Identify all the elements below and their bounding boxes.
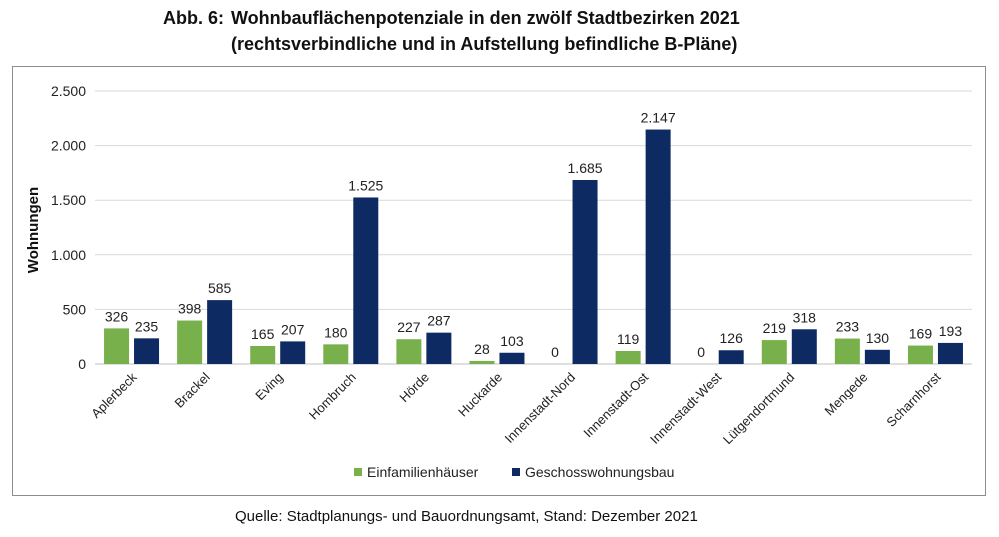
bar-geschosswohnungsbau <box>937 342 963 364</box>
x-tick-label: Huckarde <box>455 370 505 420</box>
x-tick-label: Innenstadt-Ost <box>580 369 651 440</box>
bar-einfamilienhaeuser <box>834 338 860 364</box>
x-tick-label: Aplerbeck <box>88 369 140 421</box>
bar-einfamilienhaeuser <box>104 328 130 364</box>
data-label: 130 <box>866 330 890 346</box>
bar-einfamilienhaeuser <box>907 345 933 364</box>
legend-label-einfamilienhaeuser: Einfamilienhäuser <box>367 464 479 480</box>
data-label: 1.685 <box>568 160 603 176</box>
x-tick-label: Mengede <box>822 370 871 419</box>
data-label: 287 <box>427 313 451 329</box>
data-label: 169 <box>909 326 933 342</box>
data-label: 1.525 <box>348 177 383 193</box>
data-label: 227 <box>397 319 421 335</box>
chart-frame <box>12 66 986 496</box>
bars <box>104 129 963 364</box>
y-tick-label: 500 <box>63 301 87 317</box>
bar-geschosswohnungsbau <box>280 341 306 364</box>
y-tick-label: 1.500 <box>51 192 86 208</box>
x-tick-label: Hörde <box>396 370 432 406</box>
data-labels: 326 235 398 585 165 207 180 1.525 227 287 28 103 0 1.… <box>105 110 962 360</box>
data-label: 0 <box>697 344 705 360</box>
figure-number: Abb. 6: <box>163 8 224 28</box>
legend-swatch-geschosswohnungsbau <box>512 468 520 476</box>
y-tick-label: 2.500 <box>51 83 86 99</box>
x-tick-label: Innenstadt-West <box>647 369 725 447</box>
source-note: Quelle: Stadtplanungs- und Bauordnungsam… <box>235 508 698 525</box>
x-tick-label: Eving <box>252 370 286 404</box>
x-tick-label: Brackel <box>171 369 212 410</box>
data-label: 318 <box>793 309 817 325</box>
bar-geschosswohnungsbau <box>791 329 817 364</box>
x-tick-label: Lütgendortmund <box>720 370 798 448</box>
y-axis-ticks: 0 500 1.000 1.500 2.000 2.500 <box>51 83 86 372</box>
bar-geschosswohnungsbau <box>864 349 890 364</box>
chart-subtitle: (rechtsverbindliche und in Aufstellung b… <box>231 34 738 54</box>
data-label: 126 <box>720 330 744 346</box>
chart-title: Wohnbauflächenpotenziale in den zwölf St… <box>231 8 740 28</box>
gridlines <box>95 90 972 365</box>
bar-einfamilienhaeuser <box>396 339 422 364</box>
legend-swatch-einfamilienhaeuser <box>354 468 362 476</box>
data-label: 0 <box>551 344 559 360</box>
bar-einfamilienhaeuser <box>323 344 349 364</box>
legend: Einfamilienhäuser Geschosswohnungsbau <box>354 464 674 480</box>
bar-geschosswohnungsbau <box>134 338 160 364</box>
x-tick-label: Innenstadt-Nord <box>502 370 579 447</box>
bar-einfamilienhaeuser <box>761 340 787 364</box>
y-tick-label: 0 <box>78 356 86 372</box>
x-tick-label: Hombruch <box>306 370 359 423</box>
bar-geschosswohnungsbau <box>426 332 452 364</box>
data-label: 326 <box>105 308 129 324</box>
data-label: 219 <box>763 320 787 336</box>
data-label: 585 <box>208 280 232 296</box>
x-axis-ticks: Aplerbeck Brackel Eving Hombruch Hörde Huckar… <box>88 369 944 447</box>
data-label: 398 <box>178 301 202 317</box>
bar-geschosswohnungsbau <box>499 352 525 364</box>
x-tick-label: Scharnhorst <box>883 369 943 429</box>
data-label: 2.147 <box>641 110 676 126</box>
data-label: 193 <box>939 323 963 339</box>
data-label: 103 <box>500 333 524 349</box>
data-label: 233 <box>836 319 860 335</box>
bar-geschosswohnungsbau <box>353 197 379 364</box>
data-label: 119 <box>617 331 640 347</box>
data-label: 207 <box>281 321 305 337</box>
bar-geschosswohnungsbau <box>645 129 671 364</box>
y-tick-label: 1.000 <box>51 247 86 263</box>
bar-einfamilienhaeuser <box>615 351 641 364</box>
data-label: 180 <box>324 324 348 340</box>
data-label: 28 <box>474 341 490 357</box>
bar-geschosswohnungsbau <box>207 300 233 364</box>
data-label: 165 <box>251 326 275 342</box>
bar-einfamilienhaeuser <box>250 345 276 364</box>
y-tick-label: 2.000 <box>51 138 86 154</box>
legend-label-geschosswohnungsbau: Geschosswohnungsbau <box>525 464 674 480</box>
bar-geschosswohnungsbau <box>718 350 744 364</box>
bar-einfamilienhaeuser <box>177 320 203 364</box>
data-label: 235 <box>135 318 159 334</box>
y-axis-label: Wohnungen <box>25 187 42 273</box>
bar-geschosswohnungsbau <box>572 179 598 364</box>
bar-einfamilienhaeuser <box>469 360 495 364</box>
